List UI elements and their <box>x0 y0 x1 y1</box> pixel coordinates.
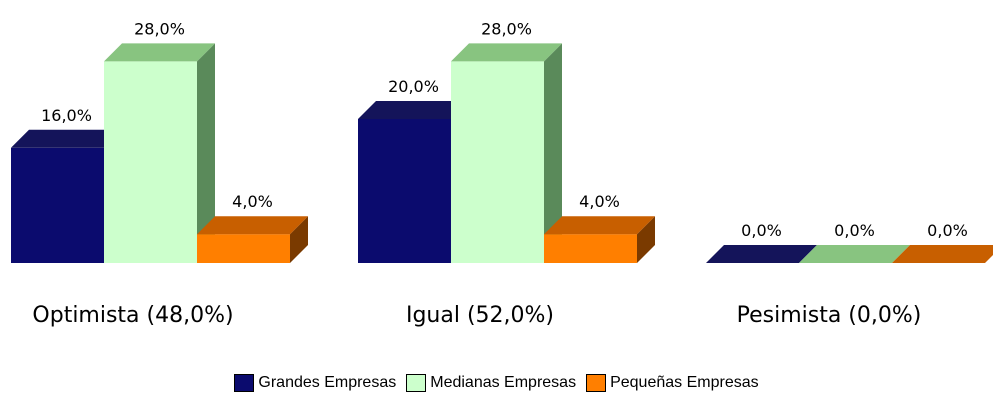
category-label-3: Pesimista (0,0%) <box>737 303 922 328</box>
data-label-3-3: 0,0% <box>927 221 968 240</box>
data-label-2-3: 0,0% <box>834 221 875 240</box>
legend-swatch-pequenas <box>586 374 606 392</box>
data-label-1-2: 20,0% <box>388 77 439 96</box>
legend-item-pequenas: Pequeñas Empresas <box>586 374 759 392</box>
bar-2-2-top <box>451 43 562 61</box>
data-label-1-3: 0,0% <box>741 221 782 240</box>
legend-swatch-medianas <box>406 374 426 392</box>
legend-swatch-grandes <box>234 374 254 392</box>
bar-2-2-front <box>451 61 544 263</box>
legend-item-medianas: Medianas Empresas <box>406 374 576 392</box>
bar-3-2-top <box>544 216 655 234</box>
category-label-2: Igual (52,0%) <box>406 303 554 328</box>
bar-3-1-top <box>197 216 308 234</box>
bar-1-1-front <box>11 148 104 263</box>
legend-label-pequenas: Pequeñas Empresas <box>610 374 759 392</box>
data-label-3-1: 4,0% <box>232 192 273 211</box>
bar-2-1-top <box>104 43 215 61</box>
legend-item-grandes: Grandes Empresas <box>234 374 396 392</box>
data-label-2-2: 28,0% <box>481 19 532 38</box>
bar-1-3-top <box>706 245 817 263</box>
bar-2-1-front <box>104 61 197 263</box>
data-label-2-1: 28,0% <box>134 19 185 38</box>
data-label-3-2: 4,0% <box>579 192 620 211</box>
bar-3-1-front <box>197 234 290 263</box>
bar-1-2-front <box>358 119 451 263</box>
bar-2-3-top <box>799 245 910 263</box>
legend-label-medianas: Medianas Empresas <box>430 374 576 392</box>
category-label-1: Optimista (48,0%) <box>32 303 233 328</box>
chart-legend: Grandes Empresas Medianas Empresas Peque… <box>0 372 993 394</box>
bar-3-2-front <box>544 234 637 263</box>
legend-label-grandes: Grandes Empresas <box>258 374 396 392</box>
data-label-1-1: 16,0% <box>41 106 92 125</box>
